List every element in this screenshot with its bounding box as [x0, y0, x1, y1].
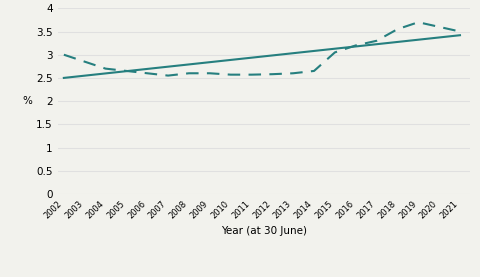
Aboriginal and/or Torres Strait Islander employees [61, 53, 67, 56]
Linear (Aboriginal and/or Torres Strait Islander employees) [436, 36, 442, 39]
Linear (Aboriginal and/or Torres Strait Islander employees) [186, 63, 192, 66]
Linear (Aboriginal and/or Torres Strait Islander employees) [123, 70, 129, 73]
Linear (Aboriginal and/or Torres Strait Islander employees) [165, 65, 171, 68]
Linear (Aboriginal and/or Torres Strait Islander employees) [61, 76, 67, 79]
Linear (Aboriginal and/or Torres Strait Islander employees) [144, 67, 150, 71]
Aboriginal and/or Torres Strait Islander employees [457, 30, 463, 33]
Aboriginal and/or Torres Strait Islander employees [290, 71, 296, 75]
Linear (Aboriginal and/or Torres Strait Islander employees) [332, 47, 338, 50]
Linear (Aboriginal and/or Torres Strait Islander employees) [290, 52, 296, 55]
Aboriginal and/or Torres Strait Islander employees [395, 27, 400, 31]
Linear (Aboriginal and/or Torres Strait Islander employees) [457, 34, 463, 37]
Aboriginal and/or Torres Strait Islander employees [186, 71, 192, 75]
Y-axis label: %: % [23, 96, 33, 106]
Aboriginal and/or Torres Strait Islander employees [123, 69, 129, 73]
Aboriginal and/or Torres Strait Islander employees [165, 74, 171, 77]
Aboriginal and/or Torres Strait Islander employees [415, 20, 421, 24]
X-axis label: Year (at 30 June): Year (at 30 June) [221, 226, 307, 236]
Aboriginal and/or Torres Strait Islander employees [374, 39, 380, 42]
Linear (Aboriginal and/or Torres Strait Islander employees) [415, 38, 421, 41]
Aboriginal and/or Torres Strait Islander employees [269, 73, 275, 76]
Aboriginal and/or Torres Strait Islander employees [228, 73, 234, 76]
Linear (Aboriginal and/or Torres Strait Islander employees) [269, 54, 275, 57]
Aboriginal and/or Torres Strait Islander employees [207, 71, 213, 75]
Aboriginal and/or Torres Strait Islander employees [144, 71, 150, 75]
Linear (Aboriginal and/or Torres Strait Islander employees) [228, 58, 234, 61]
Linear (Aboriginal and/or Torres Strait Islander employees) [82, 74, 87, 77]
Linear (Aboriginal and/or Torres Strait Islander employees) [374, 43, 380, 46]
Linear (Aboriginal and/or Torres Strait Islander employees) [103, 72, 108, 75]
Line: Linear (Aboriginal and/or Torres Strait Islander employees): Linear (Aboriginal and/or Torres Strait … [64, 35, 460, 78]
Aboriginal and/or Torres Strait Islander employees [353, 44, 359, 47]
Linear (Aboriginal and/or Torres Strait Islander employees) [353, 45, 359, 48]
Aboriginal and/or Torres Strait Islander employees [311, 69, 317, 73]
Line: Aboriginal and/or Torres Strait Islander employees: Aboriginal and/or Torres Strait Islander… [64, 22, 460, 76]
Aboriginal and/or Torres Strait Islander employees [332, 51, 338, 54]
Aboriginal and/or Torres Strait Islander employees [103, 67, 108, 70]
Linear (Aboriginal and/or Torres Strait Islander employees) [311, 49, 317, 53]
Aboriginal and/or Torres Strait Islander employees [82, 60, 87, 63]
Linear (Aboriginal and/or Torres Strait Islander employees) [395, 40, 400, 43]
Linear (Aboriginal and/or Torres Strait Islander employees) [207, 60, 213, 64]
Aboriginal and/or Torres Strait Islander employees [436, 25, 442, 29]
Aboriginal and/or Torres Strait Islander employees [249, 73, 254, 76]
Linear (Aboriginal and/or Torres Strait Islander employees) [249, 56, 254, 59]
